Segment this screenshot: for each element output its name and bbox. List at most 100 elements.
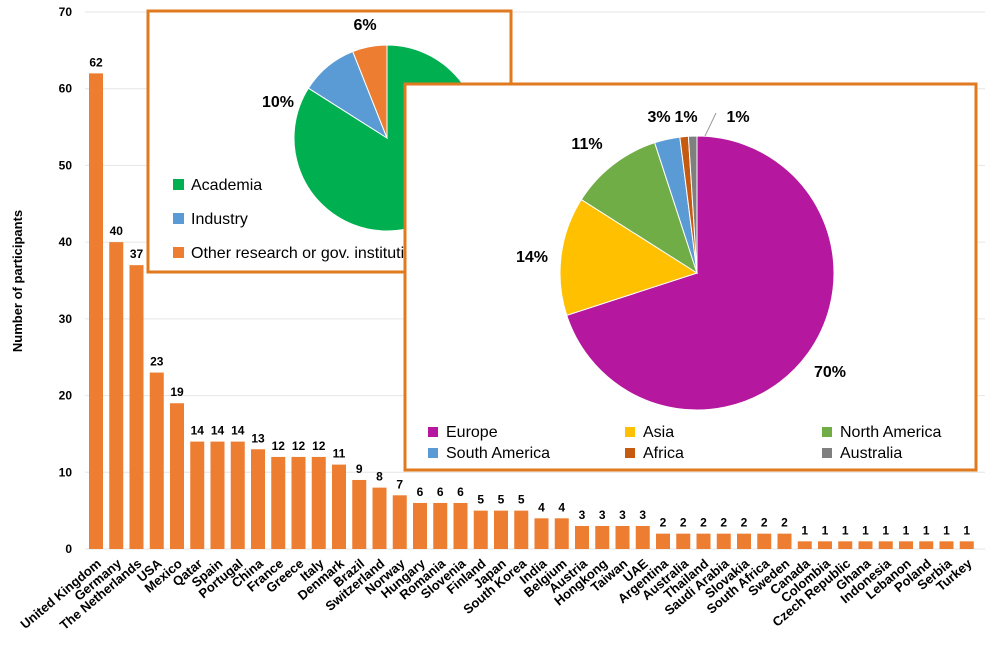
bar [777, 533, 792, 549]
pie-slice [566, 135, 835, 411]
legend-swatch [428, 427, 438, 437]
bar [959, 541, 974, 549]
bar-value-label: 7 [396, 477, 403, 491]
bar [210, 441, 225, 549]
bar-value-label: 1 [822, 523, 829, 537]
bar [271, 456, 286, 549]
y-tick-label: 60 [59, 82, 73, 96]
bar [514, 510, 529, 549]
y-tick-label: 10 [59, 465, 73, 479]
pie-slice-label: 11% [571, 136, 602, 153]
bar [858, 541, 873, 549]
bar-value-label: 5 [477, 493, 484, 507]
bar-value-label: 2 [700, 516, 707, 530]
bar-value-label: 37 [130, 247, 144, 261]
bar-value-label: 1 [862, 523, 869, 537]
bar [89, 73, 103, 549]
bar-value-label: 9 [356, 462, 363, 476]
pie-slice [580, 142, 698, 275]
bar-value-label: 11 [333, 447, 346, 461]
pie-slice-label: 10% [262, 94, 294, 111]
bar [190, 441, 205, 549]
bar [473, 510, 488, 549]
bar-value-label: 2 [660, 516, 667, 530]
bar-value-label: 14 [211, 424, 225, 438]
bar-value-label: 1 [923, 523, 930, 537]
bar [433, 502, 448, 549]
legend-swatch [822, 427, 832, 437]
legend-label: South America [446, 445, 550, 462]
bar-value-label: 62 [89, 55, 103, 69]
bar-value-label: 1 [963, 523, 970, 537]
bar [291, 456, 306, 549]
pie-slice [352, 44, 388, 139]
bar [372, 487, 387, 549]
bar-value-label: 23 [150, 355, 164, 369]
bar-value-label: 1 [882, 523, 889, 537]
bar-value-label: 8 [376, 470, 383, 484]
bar [453, 502, 468, 549]
bar [109, 242, 124, 549]
bar-value-label: 2 [781, 516, 788, 530]
bar-value-label: 1 [903, 523, 910, 537]
bar [939, 541, 954, 549]
y-tick-label: 40 [59, 235, 73, 249]
legend-swatch [173, 179, 184, 190]
pie-slice-label: 3% [647, 109, 670, 126]
pie-slice-label: 14% [516, 249, 548, 266]
bar-value-label: 3 [639, 508, 646, 522]
pie-slice-label: 70% [814, 364, 846, 381]
bar [737, 533, 751, 549]
y-tick-label: 50 [59, 158, 73, 172]
bar [352, 479, 367, 549]
bar-value-label: 1 [943, 523, 950, 537]
pie-slice [687, 135, 698, 274]
bar [554, 518, 569, 549]
legend-swatch [173, 213, 184, 224]
legend-swatch [822, 448, 832, 458]
bar [311, 456, 326, 549]
bar-value-label: 19 [170, 385, 184, 399]
bar-value-label: 12 [312, 439, 326, 453]
bar [656, 533, 670, 549]
y-tick-label: 70 [59, 5, 73, 19]
bar [919, 541, 934, 549]
legend-label: Industry [191, 211, 248, 228]
bar-value-label: 2 [761, 516, 768, 530]
bar [170, 403, 184, 549]
pie-slice-label: 1% [726, 109, 749, 126]
bar-value-label: 1 [842, 523, 849, 537]
legend-swatch [625, 448, 635, 458]
bar [413, 502, 427, 549]
bar [818, 541, 832, 549]
bar-value-label: 3 [619, 508, 626, 522]
bar [899, 541, 913, 549]
bar [534, 518, 549, 549]
bar [129, 265, 144, 549]
bar-value-label: 12 [272, 439, 286, 453]
bar-value-label: 2 [741, 516, 748, 530]
pie-slice-label: 1% [674, 109, 697, 126]
bar [635, 525, 650, 549]
legend-label: Other research or gov. institution [191, 245, 422, 262]
bar-value-label: 2 [680, 516, 687, 530]
legend-label: Australia [840, 445, 902, 462]
bar [696, 533, 711, 549]
bar-value-label: 14 [191, 424, 205, 438]
y-axis-label: Number of participants [10, 210, 25, 352]
bar [332, 464, 346, 549]
bar-value-label: 3 [599, 508, 606, 522]
bar-value-label: 5 [498, 493, 505, 507]
legend-label: Africa [643, 445, 684, 462]
bar [757, 533, 772, 549]
legend-label: Academia [191, 177, 262, 194]
bar-value-label: 6 [457, 485, 464, 499]
bar-value-label: 6 [437, 485, 444, 499]
bar-value-label: 5 [518, 493, 525, 507]
y-tick-label: 20 [59, 389, 73, 403]
bar [797, 541, 812, 549]
bar-value-label: 2 [720, 516, 727, 530]
bar [716, 533, 731, 549]
